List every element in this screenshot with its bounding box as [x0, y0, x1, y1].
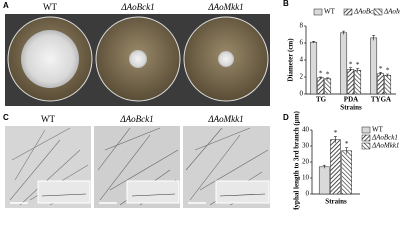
bar — [341, 150, 352, 195]
inset — [215, 180, 270, 204]
strain-label: ΔAoBck1 — [119, 114, 153, 124]
legend-swatch — [343, 8, 353, 16]
error-bar — [379, 72, 383, 75]
legend-label: WT — [372, 126, 384, 134]
x-tick-label: PDA — [344, 96, 358, 104]
significance-mark: * — [386, 67, 390, 75]
y-tick-label: 0 — [306, 190, 310, 198]
error-bar — [342, 30, 346, 35]
bar — [347, 69, 355, 95]
bar — [317, 77, 325, 95]
panel-letter: C — [3, 113, 9, 122]
x-tick-label: TYGA — [371, 96, 391, 104]
y-tick-label: 8 — [300, 22, 304, 30]
inset — [126, 180, 180, 204]
legend-label: ΔAoBck1 — [371, 134, 398, 142]
significance-mark: * — [349, 60, 353, 68]
bar — [377, 73, 385, 95]
y-tick-label: 6 — [300, 39, 304, 47]
x-axis-label: Strains — [340, 104, 362, 112]
bar — [340, 32, 348, 95]
y-tick-label: 40 — [302, 126, 310, 134]
strain-label: WT — [43, 2, 57, 12]
inset — [37, 180, 91, 204]
strain-label: WT — [41, 114, 55, 124]
x-axis-label: Strains — [325, 198, 347, 206]
strain-label: ΔAoMkk1 — [207, 114, 243, 124]
colony — [218, 51, 234, 67]
significance-mark: * — [356, 61, 360, 69]
colony — [21, 30, 79, 88]
y-tick-label: 2 — [300, 73, 304, 81]
error-bar — [386, 73, 390, 77]
legend-swatch — [313, 8, 323, 16]
bar — [324, 78, 332, 95]
y-tick-label: 4 — [300, 56, 304, 64]
colony — [129, 50, 147, 68]
legend-label: ΔAoMkk1 — [383, 8, 400, 16]
bar — [310, 41, 318, 95]
error-bar — [345, 147, 349, 154]
strain-label: ΔAoMkk1 — [207, 2, 243, 12]
strain-label: ΔAoBck1 — [120, 2, 154, 12]
inset-hypha — [41, 193, 266, 197]
panel-letter: D — [283, 113, 289, 122]
panel-a: A WT ΔAoBck1 ΔAoMkk1 — [3, 1, 270, 106]
error-bar — [326, 77, 330, 80]
legend-swatch — [373, 8, 383, 16]
significance-mark: * — [379, 65, 383, 73]
significance-mark: * — [345, 140, 349, 148]
y-tick-label: 0 — [300, 90, 304, 98]
panel-c: C WT ΔAoBck1 ΔAoMkk1 — [3, 113, 270, 208]
y-tick-label: 20 — [302, 158, 310, 166]
y-tick-label: 10 — [302, 174, 310, 182]
bar — [370, 37, 378, 95]
y-tick-label: 30 — [302, 142, 310, 150]
bar — [384, 75, 392, 95]
significance-mark: * — [326, 70, 330, 78]
panel-letter: A — [3, 1, 9, 10]
x-tick-label: TG — [316, 96, 327, 104]
legend-label: ΔAoBck1 — [353, 8, 380, 16]
panel-letter: B — [283, 0, 289, 8]
legend-label: ΔAoMkk1 — [371, 142, 399, 150]
legend-swatch — [361, 126, 371, 134]
significance-mark: * — [334, 129, 338, 137]
legend-label: WT — [324, 8, 336, 16]
legend-swatch — [361, 142, 371, 150]
error-bar — [333, 136, 337, 143]
error-bar — [372, 35, 376, 41]
y-axis-label: Hyphal length to 3rd branch (μm) — [293, 110, 301, 210]
error-bar — [312, 41, 316, 43]
error-bar — [319, 76, 323, 79]
error-bar — [322, 164, 326, 169]
error-bar — [356, 68, 360, 72]
bar — [330, 139, 341, 195]
significance-mark: * — [319, 70, 323, 78]
bar — [318, 166, 330, 195]
bar — [354, 69, 362, 95]
figure: A WT ΔAoBck1 ΔAoMkk1 C WT ΔAoBck1 ΔAoMkk… — [3, 0, 400, 213]
legend-swatch — [361, 134, 371, 142]
error-bar — [349, 67, 353, 72]
y-axis-label: Diameter (cm) — [287, 38, 295, 82]
